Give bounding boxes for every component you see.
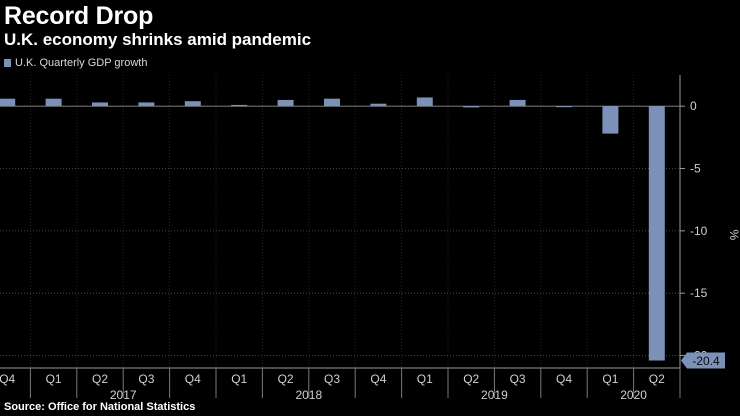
x-tick-label: Q4 (185, 372, 201, 386)
legend: U.K. Quarterly GDP growth (4, 57, 147, 69)
x-tick-label: Q1 (602, 372, 618, 386)
x-year-label: 2018 (295, 388, 322, 402)
x-tick-label: Q3 (510, 372, 526, 386)
value-callout (681, 352, 725, 369)
value-label: -20.4 (692, 354, 720, 368)
y-tick-label: -10 (690, 224, 708, 238)
y-tick-label: 0 (690, 99, 697, 113)
x-tick-label: Q3 (324, 372, 340, 386)
legend-label: U.K. Quarterly GDP growth (15, 57, 148, 69)
chart-subtitle: U.K. economy shrinks amid pandemic (4, 30, 312, 49)
bar (648, 106, 665, 361)
x-tick-label: Q1 (231, 372, 247, 386)
x-tick-label: Q4 (556, 372, 572, 386)
legend-swatch (4, 59, 11, 67)
x-tick-label: Q1 (46, 372, 62, 386)
x-tick-label: Q2 (92, 372, 108, 386)
x-tick-label: Q2 (463, 372, 479, 386)
bar (231, 104, 248, 107)
bar (0, 98, 16, 107)
bar (509, 99, 526, 107)
x-year-label: 2019 (481, 388, 508, 402)
bar (92, 102, 108, 107)
x-tick-label: Q1 (417, 372, 433, 386)
y-axis-label: % (727, 230, 740, 241)
x-tick-label: Q3 (138, 372, 154, 386)
bar (45, 98, 62, 107)
bar (416, 97, 433, 107)
bar (277, 99, 294, 107)
bar (324, 98, 340, 107)
x-tick-label: Q4 (0, 372, 16, 386)
x-year-label: 2020 (620, 388, 647, 402)
x-tick-label: Q2 (649, 372, 665, 386)
bar (463, 106, 480, 108)
y-tick-label: -15 (690, 286, 708, 300)
source-note: Source: Office for National Statistics (4, 401, 196, 413)
bar (370, 103, 387, 107)
x-tick-label: Q4 (370, 372, 386, 386)
y-tick-label: -5 (690, 162, 701, 176)
x-year-label: 2017 (110, 388, 137, 402)
x-tick-label: Q2 (278, 372, 294, 386)
bar (602, 106, 619, 134)
bar (184, 101, 201, 107)
bar (138, 102, 155, 107)
chart-title: Record Drop (4, 2, 154, 30)
bar (556, 106, 572, 108)
